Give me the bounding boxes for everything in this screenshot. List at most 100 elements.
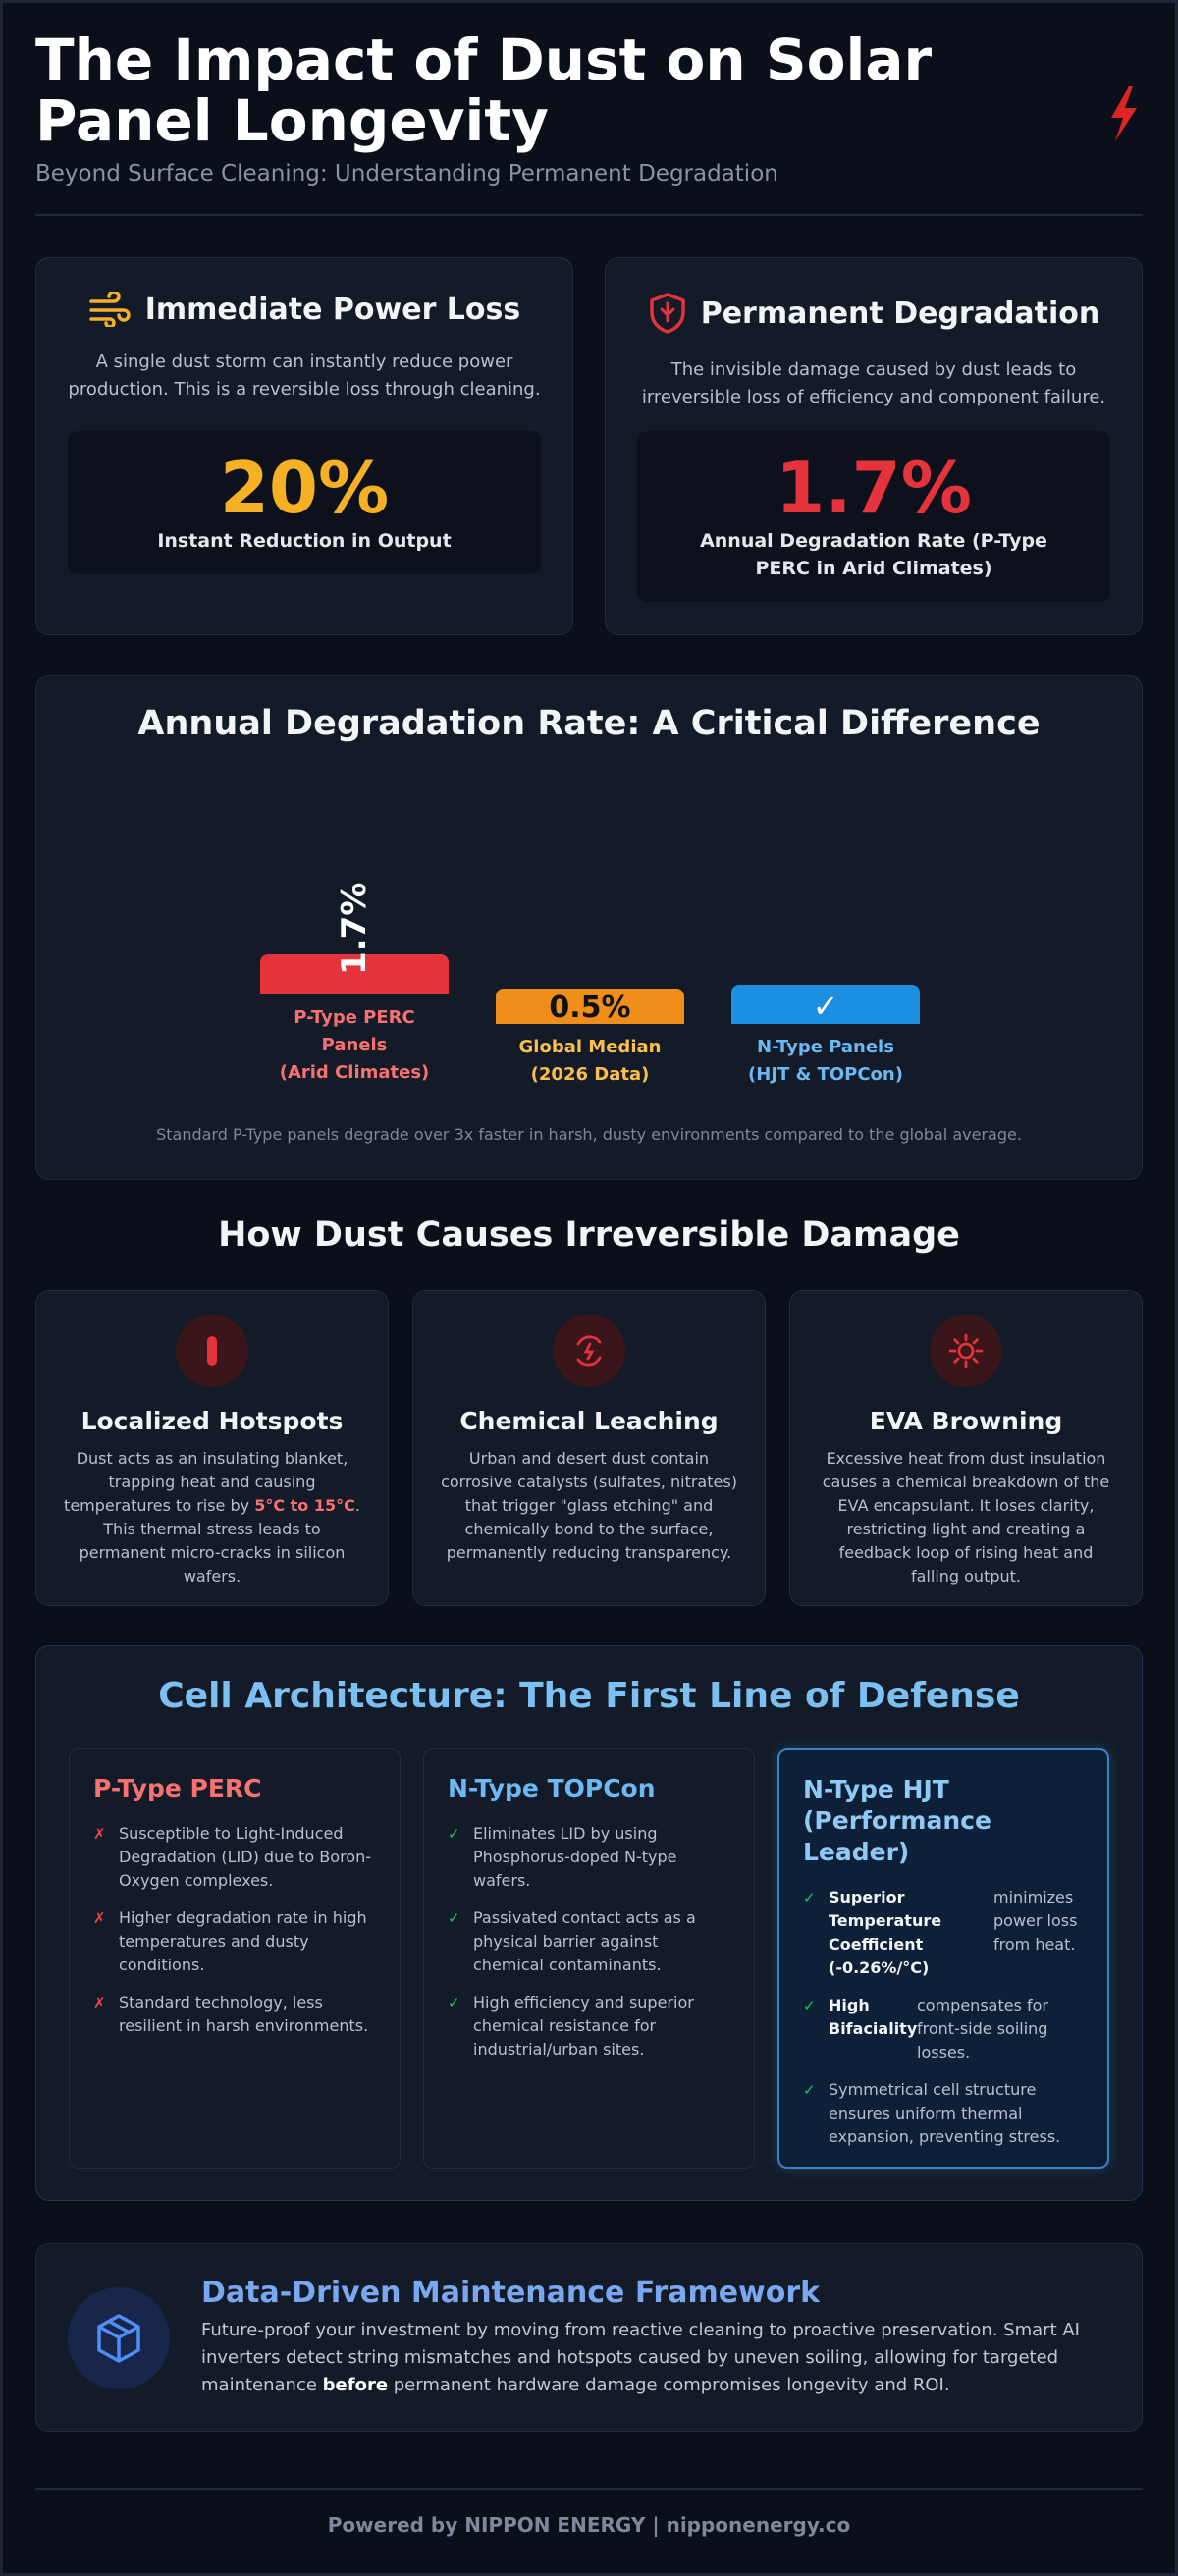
mechanism-card-eva: EVA Browning Excessive heat from dust in… xyxy=(789,1290,1143,1606)
check-icon: ✓ xyxy=(803,1889,816,1906)
wind-icon xyxy=(89,292,131,327)
check-icon: ✓ xyxy=(448,1909,460,1927)
permanent-stat-box: 1.7% Annual Degradation Rate (P-Type PER… xyxy=(637,431,1110,602)
chart-category-label-line: Global Median xyxy=(518,1037,662,1057)
cross-icon: ✗ xyxy=(93,1909,106,1927)
list-item-text: Susceptible to Light-Induced Degradation… xyxy=(119,1824,371,1890)
header: The Impact of Dust on Solar Panel Longev… xyxy=(35,29,1143,187)
chart-category-label-line: P-Type PERC xyxy=(294,1007,415,1028)
list-item: ✗ Higher degradation rate in high tempera… xyxy=(93,1906,376,1977)
chart-category-label: Global Median (2026 Data) xyxy=(472,1034,708,1089)
immediate-stat-value: 20% xyxy=(219,447,390,529)
immediate-stat-label: Instant Reduction in Output xyxy=(157,530,452,552)
topcon-title: N-Type TOPCon xyxy=(448,1774,656,1802)
chart-category-label-line: (HJT & TOPCon) xyxy=(748,1064,903,1085)
list-item: ✗ Standard technology, less resilient in … xyxy=(93,1991,376,2038)
permanent-degradation-card: Permanent Degradation The invisible dama… xyxy=(605,257,1143,635)
footer-divider xyxy=(35,2488,1143,2490)
mechanism-text: Urban and desert dust contain corrosive … xyxy=(441,1449,737,1562)
list-item: ✓ Passivated contact acts as a physical b… xyxy=(448,1906,730,1977)
architecture-title: Cell Architecture: The First Line of Def… xyxy=(158,1676,1020,1716)
cube-icon xyxy=(68,2287,170,2389)
maintenance-title: Data-Driven Maintenance Framework xyxy=(201,2276,821,2310)
list-item-text: High efficiency and superior chemical re… xyxy=(473,1993,694,2059)
permanent-degradation-title: Permanent Degradation xyxy=(700,295,1100,331)
page-title: The Impact of Dust on Solar Panel Longev… xyxy=(35,27,933,154)
check-icon: ✓ xyxy=(803,2081,816,2099)
list-item-text: Standard technology, less resilient in h… xyxy=(119,1993,369,2035)
chart-value-label: 0.5% xyxy=(549,991,631,1025)
chart-value-label: 1.7% xyxy=(335,882,374,975)
list-item-text: Eliminates LID by using Phosphorus-doped… xyxy=(473,1824,677,1890)
mechanism-text-part: . This thermal stress leads to permanent… xyxy=(79,1496,360,1585)
degradation-chart-card: Annual Degradation Rate: A Critical Diff… xyxy=(35,675,1143,1180)
list-item: ✓ Eliminates LID by using Phosphorus-dope… xyxy=(448,1822,730,1893)
list-item-text: Passivated contact acts as a physical ba… xyxy=(473,1908,696,1974)
immediate-power-loss-description: A single dust storm can instantly reduce… xyxy=(68,351,541,400)
mechanism-card-leaching: Chemical Leaching Urban and desert dust … xyxy=(412,1290,766,1606)
hjt-column: N-Type HJT (Performance Leader) ✓ Superio… xyxy=(777,1748,1109,2169)
permanent-stat-label: Annual Degradation Rate (P-Type PERC in … xyxy=(700,530,1047,579)
architecture-card: Cell Architecture: The First Line of Def… xyxy=(35,1645,1143,2201)
lightning-bolt-icon xyxy=(1111,86,1137,141)
immediate-power-loss-card: Immediate Power Loss A single dust storm… xyxy=(35,257,573,635)
maintenance-text: Future-proof your investment by moving f… xyxy=(201,2317,1114,2399)
chart-category-label-line: Panels xyxy=(321,1035,388,1055)
chart-bar xyxy=(260,954,449,994)
perc-title: P-Type PERC xyxy=(93,1774,262,1802)
check-icon: ✓ xyxy=(448,1994,460,2012)
mechanism-title: EVA Browning xyxy=(869,1407,1063,1435)
list-item-text: Symmetrical cell structure ensures unifo… xyxy=(829,2080,1061,2146)
check-icon: ✓ xyxy=(448,1825,460,1843)
immediate-stat-box: 20% Instant Reduction in Output xyxy=(68,431,541,574)
permanent-degradation-description: The invisible damage caused by dust lead… xyxy=(641,359,1106,407)
immediate-power-loss-title: Immediate Power Loss xyxy=(144,292,521,327)
header-divider xyxy=(35,214,1143,216)
chart-category-label: N-Type Panels (HJT & TOPCon) xyxy=(708,1034,943,1089)
chart-bar xyxy=(496,989,684,1024)
hjt-title: N-Type HJT (Performance Leader) xyxy=(803,1775,991,1866)
footer: Powered by NIPPON ENERGY | nipponenergy.… xyxy=(327,2513,851,2537)
chart-category-label-line: (2026 Data) xyxy=(530,1064,650,1085)
cross-icon: ✗ xyxy=(93,1994,106,2012)
perc-column: P-Type PERC ✗ Susceptible to Light-Induce… xyxy=(69,1748,401,2169)
sun-icon xyxy=(930,1315,1002,1387)
chart-bar xyxy=(731,985,920,1024)
list-item: ✓ High efficiency and superior chemical r… xyxy=(448,1991,730,2062)
chart-title: Annual Degradation Rate: A Critical Diff… xyxy=(137,704,1041,743)
list-item-text: compensates for front-side soiling losse… xyxy=(917,1996,1048,2062)
thermometer-icon xyxy=(176,1315,248,1387)
list-item-text: minimizes power loss from heat. xyxy=(993,1888,1078,1954)
chemical-cycle-icon xyxy=(553,1315,625,1387)
chart-category-label: P-Type PERC Panels (Arid Climates) xyxy=(237,1004,472,1087)
mechanism-title: Chemical Leaching xyxy=(459,1407,719,1435)
chart-note: Standard P-Type panels degrade over 3x f… xyxy=(156,1125,1022,1144)
chart-category-label-line: N-Type Panels xyxy=(757,1037,894,1057)
list-item-bold: Superior Temperature Coefficient (-0.26%… xyxy=(829,1888,942,1977)
maintenance-emphasis: before xyxy=(322,2375,389,2395)
list-item: ✗ Susceptible to Light-Induced Degradatio… xyxy=(93,1822,376,1893)
chart-value-label: ✓ xyxy=(812,988,839,1025)
list-item-text: Higher degradation rate in high temperat… xyxy=(119,1908,367,1974)
list-item: ✓ High Bifaciality compensates for front-s… xyxy=(803,1994,1084,2065)
mechanism-title: Localized Hotspots xyxy=(80,1407,344,1435)
mechanism-text-part: Dust acts as an insulating blanket, trap… xyxy=(64,1449,348,1515)
maintenance-card: Data-Driven Maintenance Framework Future… xyxy=(35,2243,1143,2432)
mechanism-text: Excessive heat from dust insulation caus… xyxy=(822,1449,1110,1585)
list-item-bold: High Bifaciality xyxy=(829,1996,918,2038)
list-item: ✓ Symmetrical cell structure ensures unif… xyxy=(803,2078,1084,2149)
maintenance-text-part: permanent hardware damage compromises lo… xyxy=(388,2375,950,2395)
mechanism-card-hotspots: Localized Hotspots Dust acts as an insul… xyxy=(35,1290,389,1606)
page-subtitle: Beyond Surface Cleaning: Understanding P… xyxy=(35,161,778,187)
maintenance-text-part: Future-proof your investment by moving f… xyxy=(201,2320,1080,2395)
shield-icon xyxy=(649,293,685,334)
check-icon: ✓ xyxy=(803,1997,816,2014)
mechanisms-title: How Dust Causes Irreversible Damage xyxy=(218,1215,960,1255)
cross-icon: ✗ xyxy=(93,1825,106,1843)
mechanism-text: Dust acts as an insulating blanket, trap… xyxy=(60,1447,364,1588)
temperature-highlight: 5°C to 15°C xyxy=(254,1496,355,1515)
chart-category-label-line: (Arid Climates) xyxy=(279,1062,430,1083)
list-item: ✓ Superior Temperature Coefficient (-0.26… xyxy=(803,1886,1084,1980)
topcon-column: N-Type TOPCon ✓ Eliminates LID by using P… xyxy=(423,1748,755,2169)
